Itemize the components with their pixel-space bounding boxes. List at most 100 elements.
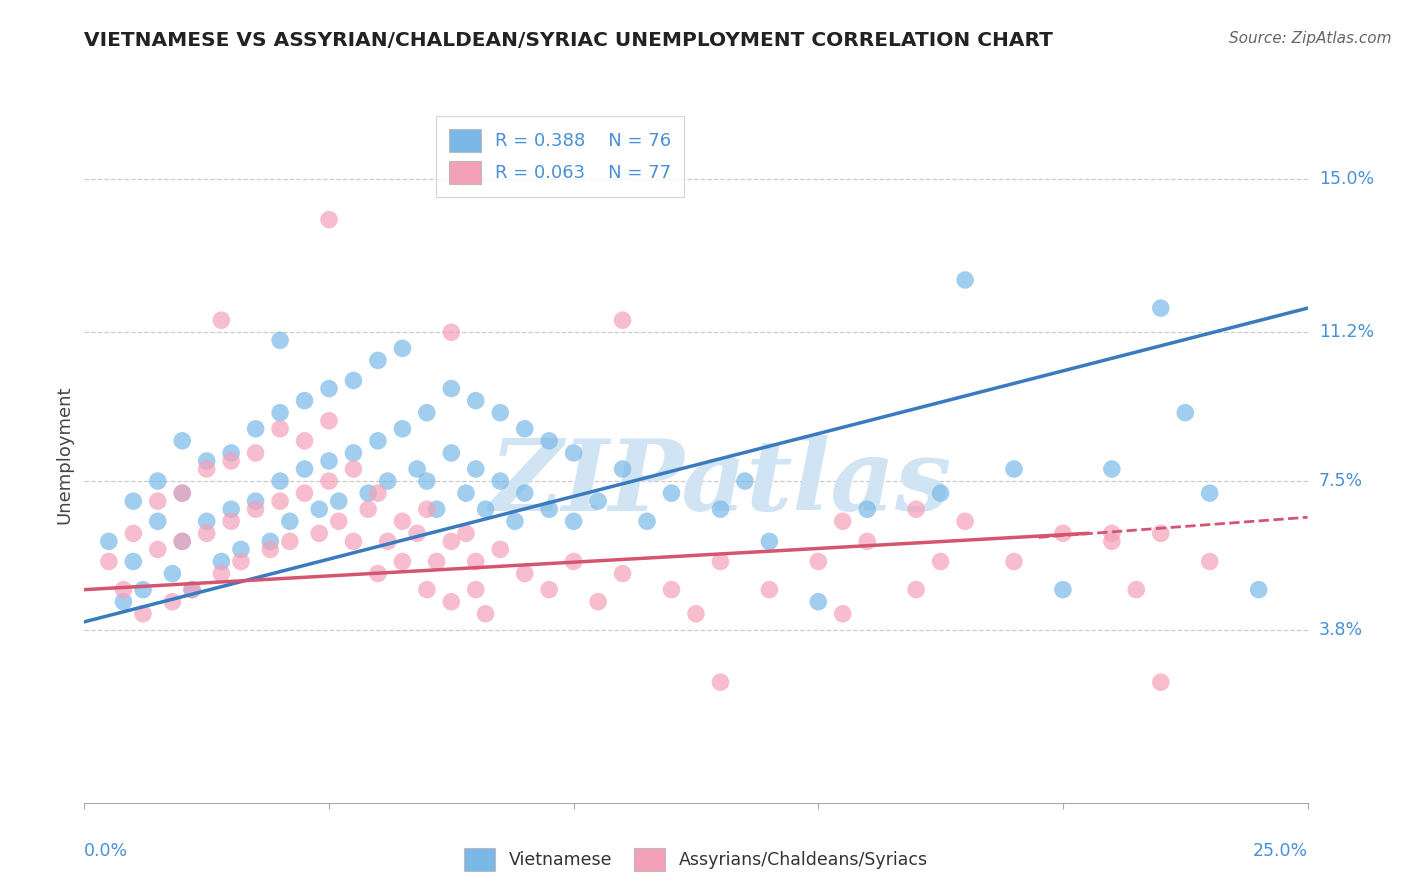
Point [538,434,561,448]
Point [112,582,135,597]
Point [209,313,232,327]
Point [195,526,218,541]
Point [856,534,879,549]
Point [367,486,389,500]
Point [278,514,301,528]
Point [734,474,756,488]
Point [342,462,364,476]
Point [367,353,389,368]
Point [219,514,242,528]
Point [391,514,413,528]
Point [905,582,928,597]
Point [513,422,536,436]
Point [454,486,477,500]
Point [489,542,512,557]
Point [357,486,380,500]
Point [1101,534,1123,549]
Point [586,494,609,508]
Point [146,474,169,488]
Point [929,486,952,500]
Point [391,342,413,356]
Point [416,406,439,420]
Point [269,334,291,348]
Point [181,582,204,597]
Point [172,434,194,448]
Point [278,534,301,549]
Point [318,212,340,227]
Point [146,542,169,557]
Point [636,514,658,528]
Point [856,502,879,516]
Point [97,554,120,568]
Point [454,526,477,541]
Point [440,446,463,460]
Point [1247,582,1270,597]
Point [294,462,316,476]
Point [538,502,561,516]
Point [1125,582,1147,597]
Point [953,273,976,287]
Point [489,406,512,420]
Point [513,486,536,500]
Point [195,454,218,468]
Point [162,566,184,581]
Point [440,534,463,549]
Point [440,325,463,339]
Y-axis label: Unemployment: Unemployment [55,385,73,524]
Point [259,534,281,549]
Point [1150,301,1173,315]
Text: ZIPatlas: ZIPatlas [489,434,952,531]
Point [1198,486,1220,500]
Point [807,595,830,609]
Point [685,607,707,621]
Point [294,486,316,500]
Point [245,422,267,436]
Point [440,595,463,609]
Point [464,393,486,408]
Point [367,434,389,448]
Point [328,494,350,508]
Point [464,582,486,597]
Legend: Vietnamese, Assyrians/Chaldeans/Syriacs: Vietnamese, Assyrians/Chaldeans/Syriacs [457,841,935,878]
Point [1150,526,1173,541]
Point [391,554,413,568]
Point [1101,462,1123,476]
Text: Source: ZipAtlas.com: Source: ZipAtlas.com [1229,31,1392,46]
Point [440,382,463,396]
Point [294,393,316,408]
Point [219,446,242,460]
Point [97,534,120,549]
Point [391,422,413,436]
Point [269,494,291,508]
Point [245,494,267,508]
Point [181,582,204,597]
Text: 3.8%: 3.8% [1319,621,1362,639]
Point [1002,462,1025,476]
Point [416,474,439,488]
Point [377,534,399,549]
Point [503,514,526,528]
Point [758,582,780,597]
Point [612,313,634,327]
Point [122,554,145,568]
Point [612,566,634,581]
Point [831,514,853,528]
Point [1052,582,1074,597]
Point [318,474,340,488]
Point [342,374,364,388]
Point [709,554,731,568]
Point [219,454,242,468]
Point [586,595,609,609]
Point [464,554,486,568]
Point [318,454,340,468]
Point [219,502,242,516]
Point [132,582,155,597]
Point [1150,675,1173,690]
Point [195,514,218,528]
Point [259,542,281,557]
Point [612,462,634,476]
Point [245,446,267,460]
Point [229,542,252,557]
Point [172,486,194,500]
Point [831,607,853,621]
